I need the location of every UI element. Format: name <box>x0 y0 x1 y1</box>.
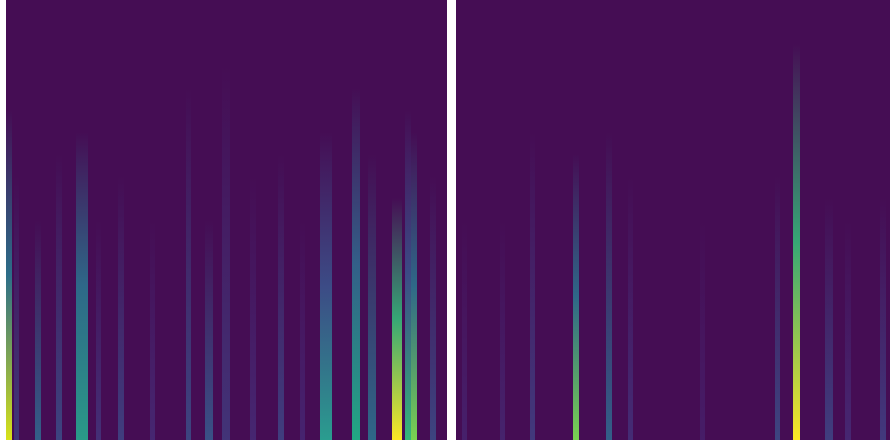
streak <box>6 110 12 440</box>
streak <box>56 154 62 440</box>
streak <box>96 220 101 440</box>
streak <box>186 88 191 440</box>
streak <box>411 132 417 440</box>
heatmap-pair <box>0 0 890 442</box>
streak <box>430 176 436 440</box>
streak <box>205 220 213 440</box>
streak <box>118 176 124 440</box>
streak <box>500 220 505 440</box>
streak <box>35 220 41 440</box>
streak <box>368 154 376 440</box>
streak <box>530 132 535 440</box>
streak <box>573 154 579 440</box>
streak <box>405 110 411 440</box>
streak <box>222 66 230 440</box>
streak <box>278 154 284 440</box>
streak <box>700 220 705 440</box>
streak <box>14 176 19 440</box>
streak <box>825 198 833 440</box>
streak <box>793 44 800 440</box>
heatmap-right <box>456 0 890 440</box>
heatmap-field <box>456 0 890 440</box>
streak <box>392 198 402 440</box>
streak <box>320 132 332 440</box>
streak <box>628 176 633 440</box>
streak <box>775 176 780 440</box>
streak <box>250 176 256 440</box>
streak <box>76 132 88 440</box>
streak <box>606 132 612 440</box>
streak <box>880 198 886 440</box>
streak <box>845 220 851 440</box>
streak <box>352 88 360 440</box>
page: {} (() => { const NS = 'http://www.w3.or… <box>0 0 890 442</box>
streak <box>462 220 467 440</box>
streak <box>300 220 305 440</box>
streak <box>150 220 155 440</box>
heatmap-left <box>6 0 447 440</box>
